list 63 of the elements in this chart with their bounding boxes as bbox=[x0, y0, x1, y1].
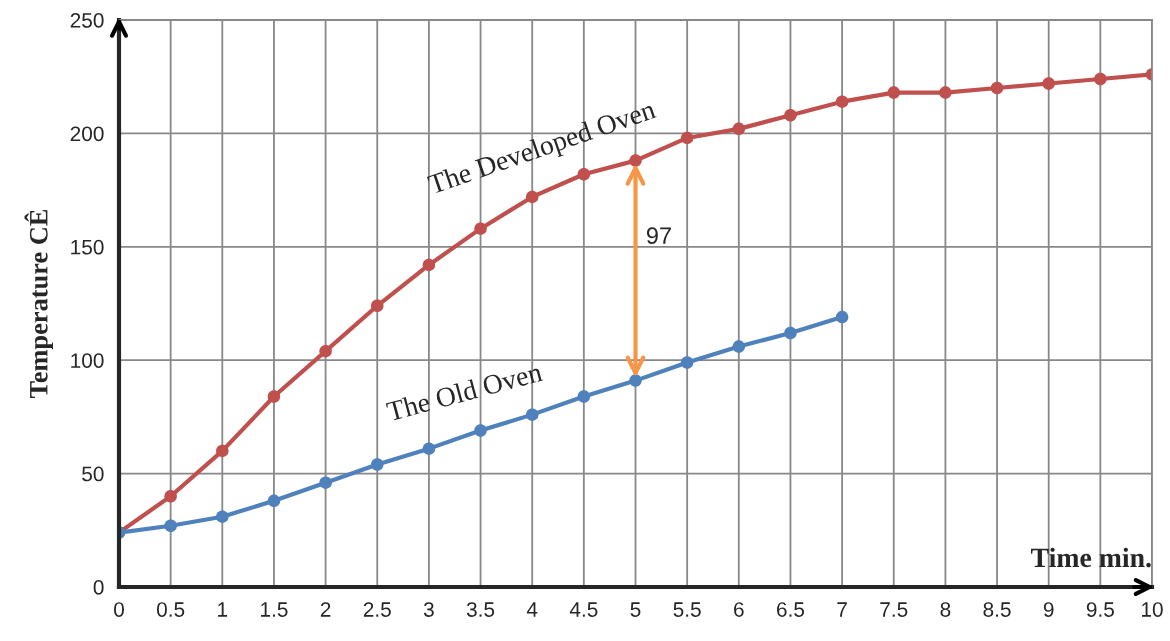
point bbox=[784, 326, 797, 340]
y-tick-label: 250 bbox=[70, 13, 104, 28]
point bbox=[680, 131, 694, 145]
point bbox=[835, 95, 849, 108]
point bbox=[422, 442, 436, 455]
point bbox=[732, 340, 746, 353]
point bbox=[216, 510, 229, 523]
point bbox=[835, 310, 849, 324]
y-tick-label: 200 bbox=[70, 126, 104, 142]
x-tick-label: 7 bbox=[837, 602, 847, 617]
point bbox=[732, 122, 746, 136]
point bbox=[371, 299, 384, 313]
annotation: 97 bbox=[646, 227, 671, 244]
x-tick-label: 1.5 bbox=[261, 602, 288, 617]
point bbox=[525, 408, 539, 421]
x-tick-label: 3.5 bbox=[466, 602, 495, 617]
y-tick-label: 0 bbox=[93, 580, 104, 595]
x-tick-label: 4.5 bbox=[569, 602, 598, 617]
text: The Old Oven bbox=[385, 361, 544, 422]
x-tick-label: 5 bbox=[630, 602, 641, 617]
x-tick-label: 7.5 bbox=[880, 602, 908, 617]
point bbox=[319, 476, 332, 489]
point bbox=[216, 444, 229, 458]
x-tick-label: 3 bbox=[423, 602, 434, 617]
x-tick-label: 1 bbox=[218, 602, 228, 617]
x-tick-label: 8.5 bbox=[983, 602, 1011, 617]
x-tick-label: 6 bbox=[734, 602, 744, 617]
y-tick-label: 150 bbox=[71, 239, 104, 255]
point bbox=[1094, 72, 1107, 86]
point bbox=[267, 390, 281, 403]
y-tick-label: 50 bbox=[82, 466, 104, 482]
x-tick-label: 0 bbox=[114, 602, 124, 617]
point bbox=[990, 81, 1004, 95]
point bbox=[629, 374, 642, 387]
point bbox=[474, 424, 487, 437]
point bbox=[939, 86, 952, 99]
point bbox=[164, 519, 177, 533]
point bbox=[887, 86, 900, 99]
x-tick-label: 8 bbox=[940, 602, 951, 617]
x-axis-title: Time min. bbox=[1031, 547, 1151, 568]
x-tick-label: 10 bbox=[1142, 602, 1163, 617]
point bbox=[577, 390, 591, 403]
point bbox=[319, 344, 332, 358]
point bbox=[164, 490, 177, 503]
point bbox=[267, 494, 281, 508]
y-tick-label: 100 bbox=[71, 353, 104, 368]
x-tick-label: 2.5 bbox=[363, 602, 391, 617]
x-tick-label: 2 bbox=[320, 602, 331, 617]
x-tick-label: 0.5 bbox=[156, 602, 185, 617]
point bbox=[784, 109, 797, 122]
point bbox=[422, 258, 436, 272]
x-tick-label: 6.5 bbox=[777, 602, 805, 617]
point bbox=[525, 190, 539, 204]
point bbox=[1042, 77, 1055, 90]
point bbox=[371, 458, 384, 471]
x-tick-label: 5.5 bbox=[673, 602, 701, 617]
x-tick-label: 9.5 bbox=[1086, 602, 1114, 617]
y-axis-title: Temperature CÊ bbox=[24, 209, 53, 399]
x-tick-label: 9 bbox=[1043, 602, 1054, 617]
point bbox=[680, 356, 694, 369]
x-tick-label: 4 bbox=[526, 602, 538, 617]
point bbox=[474, 222, 487, 235]
point bbox=[629, 154, 642, 167]
